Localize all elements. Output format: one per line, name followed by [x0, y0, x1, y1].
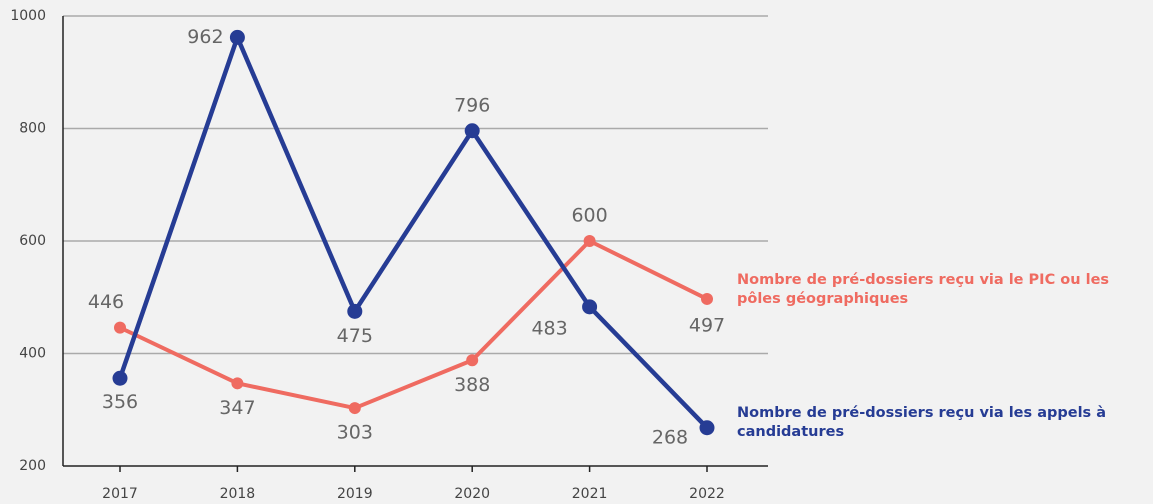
data-label: 388 — [454, 374, 490, 396]
data-point — [231, 377, 244, 390]
data-point — [582, 299, 598, 315]
data-label: 600 — [571, 205, 607, 227]
data-label: 962 — [187, 26, 223, 48]
data-point — [466, 354, 479, 367]
data-label: 303 — [337, 422, 373, 444]
data-point — [348, 402, 361, 415]
data-point — [229, 29, 245, 45]
series-line — [117, 35, 709, 430]
data-label: 497 — [689, 314, 725, 336]
x-tick-label: 2018 — [220, 486, 256, 502]
x-tick-label: 2022 — [689, 486, 725, 502]
data-point — [464, 123, 480, 139]
data-point — [699, 420, 715, 436]
data-label: 796 — [454, 94, 490, 116]
data-label: 446 — [88, 291, 124, 313]
data-point — [583, 235, 596, 247]
data-label: 356 — [102, 391, 138, 413]
data-label: 475 — [337, 325, 373, 347]
data-point — [701, 292, 713, 305]
legend-entry: Nombre de pré-dossiers reçu via le PIC o… — [737, 272, 1110, 307]
series-line — [119, 239, 708, 411]
y-tick-label: 400 — [19, 346, 46, 362]
y-tick-label: 200 — [19, 458, 46, 474]
x-tick-label: 2021 — [572, 486, 608, 502]
y-tick-label: 800 — [19, 121, 46, 137]
data-label: 347 — [219, 397, 255, 419]
x-tick-label: 2020 — [454, 486, 490, 502]
data-label: 268 — [652, 426, 688, 448]
y-tick-label: 1000 — [10, 8, 46, 24]
legend-entry: Nombre de pré-dossiers reçu via les appe… — [737, 405, 1106, 440]
x-tick-label: 2019 — [337, 486, 373, 502]
data-point — [112, 370, 128, 386]
y-tick-label: 600 — [19, 233, 46, 249]
data-point — [114, 321, 126, 334]
data-point — [347, 303, 363, 319]
data-label: 483 — [531, 317, 567, 339]
x-tick-label: 2017 — [102, 486, 138, 502]
